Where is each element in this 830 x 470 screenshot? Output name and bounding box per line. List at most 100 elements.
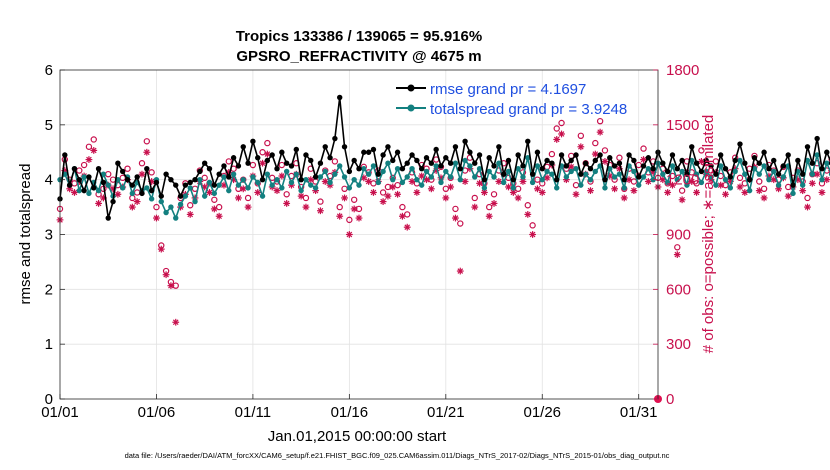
point-rmse bbox=[457, 166, 463, 172]
point-rmse bbox=[481, 176, 488, 183]
star-stroke bbox=[717, 182, 724, 188]
point-assimilated bbox=[138, 170, 146, 178]
point-rmse bbox=[76, 176, 82, 183]
point-totalspread bbox=[177, 201, 184, 208]
point-totalspread bbox=[158, 198, 164, 205]
point-rmse bbox=[192, 176, 198, 183]
point-totalspread bbox=[592, 168, 599, 175]
point-totalspread bbox=[206, 179, 213, 186]
point-rmse bbox=[288, 163, 295, 169]
point-assimilated bbox=[736, 183, 744, 191]
star-stroke bbox=[414, 189, 420, 196]
point-assimilated bbox=[350, 205, 358, 213]
point-rmse bbox=[298, 176, 304, 183]
point-assimilated bbox=[799, 187, 807, 195]
point-rmse bbox=[467, 149, 473, 155]
point-possible bbox=[80, 161, 88, 169]
point-totalspread bbox=[486, 168, 492, 175]
point-totalspread bbox=[549, 171, 555, 177]
point-rmse bbox=[81, 187, 87, 194]
point-assimilated bbox=[538, 189, 546, 196]
star-stroke bbox=[476, 180, 483, 187]
point-rmse bbox=[684, 171, 690, 177]
point-rmse bbox=[587, 166, 594, 172]
point-rmse bbox=[100, 179, 107, 186]
point-rmse bbox=[607, 155, 613, 161]
point-totalspread bbox=[390, 176, 396, 183]
point-possible bbox=[283, 191, 290, 198]
star-stroke bbox=[129, 204, 136, 210]
point-rmse bbox=[404, 160, 410, 166]
star-stroke bbox=[206, 189, 213, 196]
point-rmse bbox=[206, 166, 213, 172]
star-stroke bbox=[365, 178, 372, 185]
point-totalspread bbox=[799, 182, 806, 188]
point-rmse bbox=[414, 157, 420, 164]
point-totalspread bbox=[211, 190, 218, 197]
point-assimilated bbox=[755, 187, 763, 195]
star-stroke bbox=[539, 189, 546, 196]
point-assimilated bbox=[167, 282, 175, 290]
point-totalspread bbox=[525, 155, 531, 161]
point-totalspread bbox=[240, 176, 246, 183]
point-rmse bbox=[525, 138, 531, 144]
point-totalspread bbox=[409, 166, 415, 172]
point-totalspread bbox=[322, 168, 328, 175]
point-totalspread bbox=[264, 171, 271, 177]
point-possible bbox=[756, 178, 763, 185]
point-totalspread bbox=[664, 179, 671, 186]
point-rmse bbox=[341, 144, 348, 150]
point-totalspread bbox=[308, 182, 314, 188]
point-rmse bbox=[153, 179, 160, 186]
point-possible bbox=[736, 174, 744, 182]
point-assimilated bbox=[370, 189, 377, 196]
point-assimilated bbox=[669, 181, 676, 189]
point-rmse bbox=[105, 215, 111, 221]
y-left-tick-label: 2 bbox=[45, 281, 53, 298]
point-totalspread bbox=[312, 185, 319, 191]
point-totalspread bbox=[457, 176, 463, 183]
point-totalspread bbox=[578, 182, 584, 188]
point-rmse bbox=[640, 163, 647, 169]
point-possible bbox=[471, 194, 478, 202]
point-assimilated bbox=[273, 187, 281, 195]
star-stroke bbox=[360, 175, 367, 181]
x-tick-label: 01/01 bbox=[41, 404, 79, 421]
point-rmse bbox=[790, 182, 796, 188]
point-rmse bbox=[573, 152, 579, 158]
point-totalspread bbox=[679, 168, 685, 175]
point-totalspread bbox=[481, 185, 488, 191]
point-totalspread bbox=[582, 171, 589, 177]
point-rmse bbox=[428, 160, 435, 166]
point-totalspread bbox=[298, 187, 304, 194]
star-stroke bbox=[611, 185, 618, 192]
star-stroke bbox=[428, 185, 435, 192]
star-stroke bbox=[442, 195, 449, 201]
star-stroke bbox=[804, 204, 811, 210]
star-stroke bbox=[626, 176, 632, 183]
point-possible bbox=[278, 161, 286, 169]
point-totalspread bbox=[684, 182, 690, 188]
point-totalspread bbox=[539, 176, 545, 183]
point-assimilated bbox=[235, 194, 242, 202]
star-stroke bbox=[520, 178, 526, 185]
point-totalspread bbox=[529, 179, 536, 186]
point-totalspread bbox=[447, 174, 454, 180]
point-assimilated bbox=[495, 178, 503, 185]
star-stroke bbox=[809, 180, 816, 187]
point-assimilated bbox=[461, 178, 469, 185]
point-totalspread bbox=[510, 185, 517, 191]
point-assimilated bbox=[133, 198, 141, 206]
x-tick-label: 01/16 bbox=[331, 404, 369, 421]
point-assimilated bbox=[210, 205, 218, 213]
point-assimilated bbox=[128, 203, 136, 211]
point-totalspread bbox=[221, 174, 227, 180]
point-totalspread bbox=[274, 176, 280, 183]
point-totalspread bbox=[708, 174, 714, 180]
point-possible bbox=[457, 220, 464, 227]
point-totalspread bbox=[438, 179, 444, 186]
x-tick-label: 01/21 bbox=[427, 404, 465, 421]
point-totalspread bbox=[790, 190, 796, 197]
point-rmse bbox=[418, 166, 425, 172]
series-totalspread bbox=[57, 152, 830, 221]
